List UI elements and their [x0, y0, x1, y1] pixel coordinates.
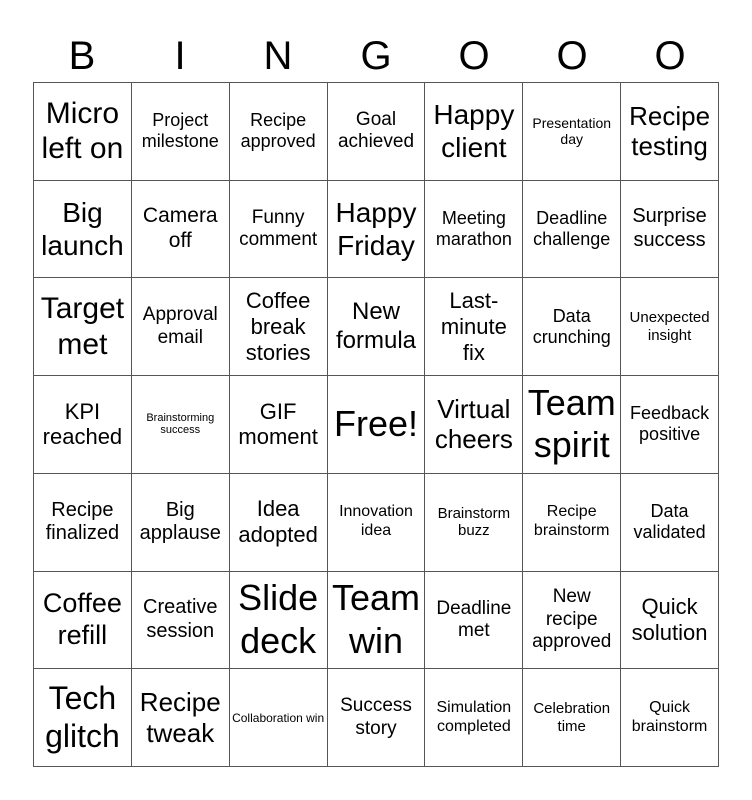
bingo-cell[interactable]: Meeting marathon [425, 180, 524, 279]
bingo-cell[interactable]: Recipe finalized [34, 473, 132, 572]
bingo-cell[interactable]: Big applause [131, 473, 230, 572]
bingo-cell[interactable]: New recipe approved [523, 571, 622, 670]
bingo-cell[interactable]: Innovation idea [327, 473, 426, 572]
bingo-cell[interactable]: Deadline met [425, 571, 524, 670]
header-letter: B [68, 34, 96, 78]
header-letter: O [458, 34, 490, 78]
bingo-cell[interactable]: Success story [327, 669, 426, 767]
header-letter: N [263, 34, 293, 78]
bingo-cell[interactable]: Surprise success [621, 180, 719, 279]
bingo-cell[interactable]: Happy Friday [327, 180, 426, 279]
bingo-cell[interactable]: Approval email [131, 278, 230, 377]
bingo-cell[interactable]: Team spirit [523, 376, 622, 474]
bingo-cell[interactable]: Unexpected insight [621, 278, 719, 377]
bingo-cell[interactable]: Recipe testing [621, 83, 719, 181]
bingo-cell[interactable]: Slide deck [229, 571, 328, 670]
bingo-cell[interactable]: GIF moment [229, 376, 328, 474]
bingo-cell[interactable]: Brainstorming success [131, 376, 230, 474]
bingo-cell[interactable]: Happy client [425, 83, 524, 181]
bingo-cell[interactable]: New formula [327, 278, 426, 377]
bingo-cell[interactable]: Idea adopted [229, 473, 328, 572]
bingo-cell[interactable]: Micro left on [34, 83, 132, 181]
bingo-cell[interactable]: Collaboration win [229, 669, 328, 767]
bingo-cell[interactable]: Tech glitch [34, 669, 132, 767]
header-letter: O [556, 34, 588, 78]
bingo-cell[interactable]: Virtual cheers [425, 376, 524, 474]
bingo-cell[interactable]: Recipe tweak [131, 669, 230, 767]
bingo-cell[interactable]: Feedback positive [621, 376, 719, 474]
bingo-cell[interactable]: Data crunching [523, 278, 622, 377]
bingo-cell[interactable]: Quick brainstorm [621, 669, 719, 767]
bingo-cell[interactable]: Quick solution [621, 571, 719, 670]
bingo-cell[interactable]: Coffee refill [34, 571, 132, 670]
free-space-cell[interactable]: Free! [327, 376, 426, 474]
bingo-cell[interactable]: Deadline challenge [523, 180, 622, 279]
bingo-cell[interactable]: Target met [34, 278, 132, 377]
bingo-cell[interactable]: Funny comment [229, 180, 328, 279]
bingo-cell[interactable]: Last-minute fix [425, 278, 524, 377]
bingo-cell[interactable]: Project milestone [131, 83, 230, 181]
bingo-grid: Micro left on Project milestone Recipe app… [33, 82, 719, 767]
bingo-cell[interactable]: KPI reached [34, 376, 132, 474]
bingo-cell[interactable]: Recipe approved [229, 83, 328, 181]
bingo-cell[interactable]: Data validated [621, 473, 719, 572]
bingo-cell[interactable]: Presentation day [523, 83, 622, 181]
bingo-cell[interactable]: Coffee break stories [229, 278, 328, 377]
bingo-cell[interactable]: Team win [327, 571, 426, 670]
bingo-cell[interactable]: Recipe brainstorm [523, 473, 622, 572]
header-letter: O [654, 34, 686, 78]
header-letter: I [174, 34, 186, 78]
bingo-cell[interactable]: Goal achieved [327, 83, 426, 181]
bingo-cell[interactable]: Simulation completed [425, 669, 524, 767]
bingo-cell[interactable]: Big launch [34, 180, 132, 279]
bingo-cell[interactable]: Brainstorm buzz [425, 473, 524, 572]
header-letter: G [360, 34, 392, 78]
bingo-cell[interactable]: Celebration time [523, 669, 622, 767]
bingo-cell[interactable]: Creative session [131, 571, 230, 670]
bingo-cell[interactable]: Camera off [131, 180, 230, 279]
